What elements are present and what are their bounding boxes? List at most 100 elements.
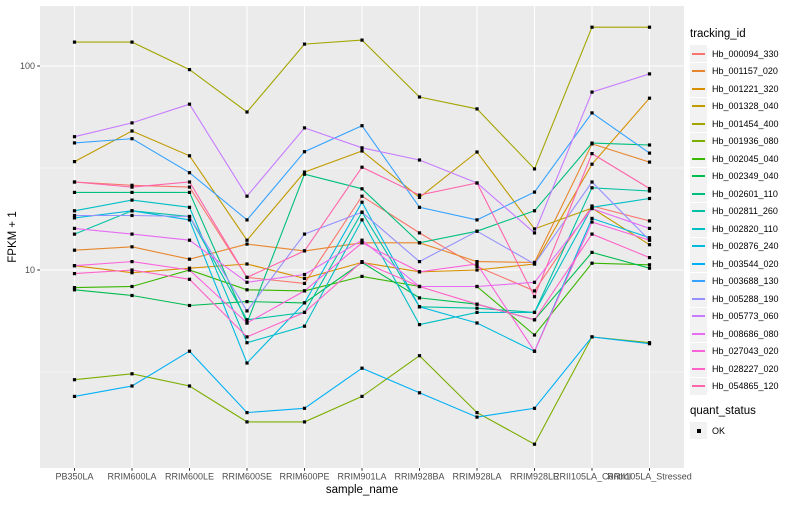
legend-key-swatch — [690, 342, 707, 360]
legend-entry-Hb_001157_020: Hb_001157_020 — [690, 62, 798, 81]
quant-status-entries: OK — [690, 422, 798, 440]
data-point-marker — [187, 266, 192, 270]
data-point-marker — [417, 193, 422, 197]
data-point-marker — [72, 248, 77, 252]
legend-entry-Hb_008686_080: Hb_008686_080 — [690, 325, 798, 343]
data-point-marker — [360, 146, 364, 150]
legend-key-swatch — [690, 360, 707, 378]
legend-key-swatch — [690, 185, 707, 203]
data-point-marker — [302, 276, 307, 280]
legend-entry-label: Hb_008686_080 — [712, 328, 779, 339]
legend-key-swatch — [690, 290, 707, 308]
data-point-marker — [417, 260, 422, 264]
data-point-marker — [590, 232, 594, 236]
data-point-marker — [417, 205, 422, 209]
legend-key-swatch — [690, 202, 707, 220]
data-point-marker — [72, 394, 77, 398]
data-point-marker — [532, 190, 537, 194]
data-point-marker — [72, 180, 77, 184]
data-point-marker — [302, 420, 307, 424]
data-point-marker — [647, 160, 652, 164]
legend-entry-Hb_002876_240: Hb_002876_240 — [690, 237, 798, 256]
legend-entry-Hb_003688_130: Hb_003688_130 — [690, 272, 798, 291]
data-point-marker — [130, 198, 134, 202]
legend-entry-label: Hb_001157_020 — [712, 66, 778, 77]
legend-entry-Hb_005288_190: Hb_005288_190 — [690, 290, 798, 308]
legend-entry-Hb_002820_110: Hb_002820_110 — [690, 220, 798, 238]
legend-entry-Hb_002811_260: Hb_002811_260 — [690, 202, 798, 221]
data-point-marker — [360, 194, 364, 198]
legend-entry-label: Hb_002349_040 — [712, 171, 779, 182]
legend-entries: Hb_000094_330 Hb_001157_020 Hb_001221_320 H… — [690, 45, 798, 395]
data-point-marker — [130, 372, 134, 376]
data-point-marker — [417, 241, 422, 245]
legend-key-line-icon — [692, 175, 705, 178]
data-point-marker — [590, 186, 594, 190]
x-axis-title: sample_name — [325, 484, 399, 496]
black-square-point-icon — [696, 428, 701, 433]
data-point-marker — [360, 241, 364, 245]
data-point-marker — [475, 264, 479, 269]
data-point-marker — [417, 284, 422, 289]
legend-entry-Hb_001454_400: Hb_001454_400 — [690, 115, 798, 133]
data-point-marker — [187, 102, 192, 106]
legend-key-swatch — [690, 150, 707, 168]
data-point-marker — [130, 260, 134, 264]
data-point-marker — [532, 209, 537, 213]
data-point-marker — [245, 321, 249, 325]
data-point-marker — [302, 281, 307, 285]
data-point-marker — [647, 226, 652, 230]
data-point-marker — [475, 306, 479, 310]
data-point-marker — [72, 288, 77, 292]
data-point-marker — [130, 40, 134, 44]
legend-entry-Hb_002349_040: Hb_002349_040 — [690, 167, 798, 186]
data-point-marker — [302, 249, 307, 253]
data-point-marker — [245, 262, 249, 266]
legend-entry-label: Hb_003544_020 — [712, 258, 779, 269]
data-point-marker — [302, 232, 307, 236]
legend-key-swatch — [690, 237, 707, 255]
data-point-marker — [72, 232, 77, 236]
data-point-marker — [360, 218, 364, 222]
x-tick-label: RRIM600LE — [165, 472, 214, 482]
legend-entry-Hb_003544_020: Hb_003544_020 — [690, 255, 798, 273]
data-point-marker — [475, 321, 479, 325]
data-point-marker — [532, 442, 537, 446]
data-point-marker — [302, 406, 307, 410]
data-point-marker — [187, 154, 192, 158]
legend-entry-Hb_054865_120: Hb_054865_120 — [690, 377, 798, 396]
data-point-marker — [647, 196, 652, 201]
legend-title-quant-status: quant_status — [690, 405, 756, 417]
legend-key-line-icon — [692, 367, 705, 370]
legend-entry-label: Hb_005773_060 — [712, 311, 779, 322]
legend-key-swatch — [690, 272, 707, 290]
data-point-marker — [130, 129, 134, 133]
legend-entry-Hb_002045_040: Hb_002045_040 — [690, 150, 798, 168]
legend-key-line-icon — [692, 210, 705, 213]
data-point-marker — [590, 207, 594, 211]
x-tick-label: RRIM600LA — [107, 472, 156, 482]
legend-entry-Hb_027043_020: Hb_027043_020 — [690, 342, 798, 361]
legend-entry-label: Hb_001936_080 — [712, 136, 779, 147]
legend-key-line-icon — [692, 52, 705, 55]
legend-key-line-icon — [692, 122, 705, 125]
legend-entry-label: Hb_000094_330 — [712, 48, 779, 59]
data-point-marker — [245, 335, 249, 339]
legend-key-line-icon — [692, 332, 705, 335]
legend-key-line-icon — [692, 262, 705, 265]
data-point-marker — [360, 210, 364, 214]
x-tick-label: RRIM928LA — [452, 472, 501, 482]
data-point-marker — [72, 209, 77, 213]
data-point-marker — [360, 366, 364, 370]
data-point-marker — [72, 378, 77, 382]
data-point-marker — [417, 270, 422, 274]
data-point-marker — [187, 190, 192, 194]
data-point-marker — [590, 220, 594, 224]
data-point-marker — [417, 195, 422, 199]
legend-entry-label: Hb_002601_110 — [712, 188, 778, 199]
data-point-marker — [647, 25, 652, 29]
legend-entry-Hb_001328_040: Hb_001328_040 — [690, 97, 798, 116]
legend-key-line-icon — [692, 105, 705, 108]
data-point-marker — [187, 171, 192, 175]
